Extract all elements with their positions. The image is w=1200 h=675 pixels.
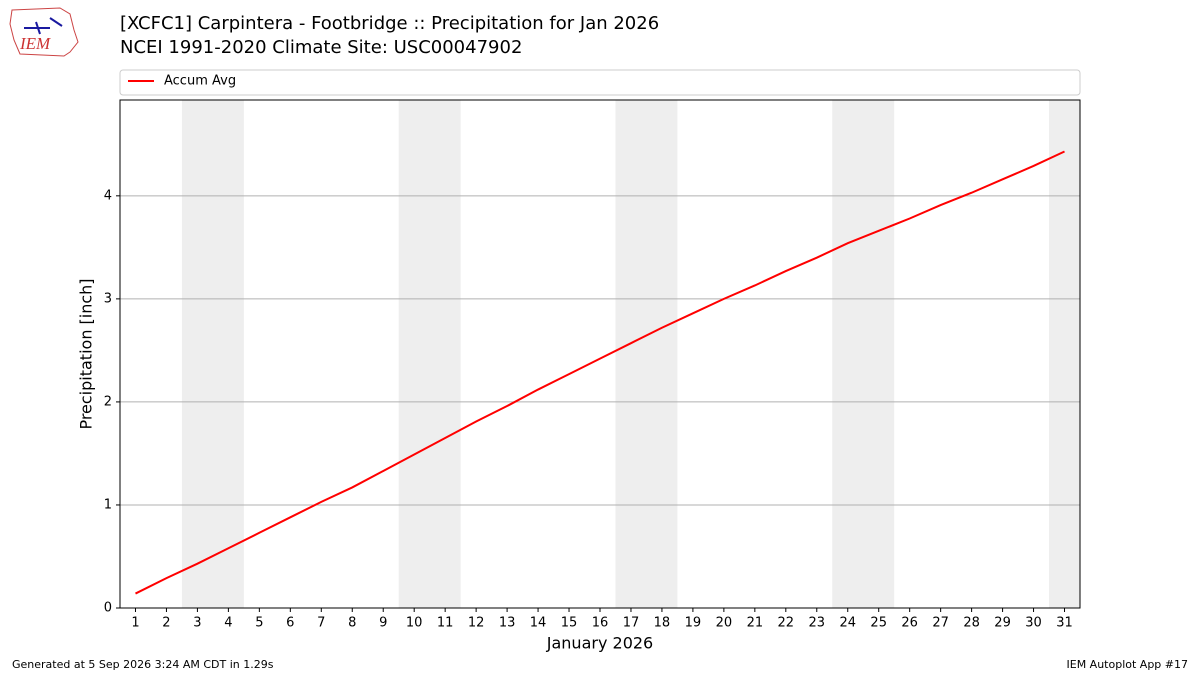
y-tick-label: 1 [104, 497, 112, 512]
x-tick-label: 1 [131, 616, 139, 631]
chart-title: [XCFC1] Carpintera - Footbridge :: Preci… [120, 13, 659, 34]
x-tick-label: 2 [162, 616, 170, 631]
y-axis-label: Precipitation [inch] [77, 278, 96, 429]
weekend-shade [832, 100, 895, 608]
x-tick-label: 19 [685, 616, 702, 631]
x-tick-label: 11 [437, 616, 454, 631]
weekend-shade [615, 100, 678, 608]
chart-subtitle: NCEI 1991-2020 Climate Site: USC00047902 [120, 37, 522, 58]
x-tick-label: 20 [716, 616, 733, 631]
footer-left: Generated at 5 Sep 2026 3:24 AM CDT in 1… [12, 658, 274, 671]
weekend-shade [398, 100, 461, 608]
x-axis-label: January 2026 [546, 634, 653, 653]
x-tick-label: 27 [932, 616, 949, 631]
weekend-shade [1049, 100, 1080, 608]
x-tick-label: 23 [809, 616, 826, 631]
legend-label: Accum Avg [164, 74, 236, 89]
plot-frame [119, 99, 1081, 609]
x-tick-label: 17 [623, 616, 640, 631]
x-tick-label: 29 [994, 616, 1011, 631]
y-tick-label: 3 [104, 291, 112, 306]
x-tick-label: 16 [592, 616, 609, 631]
x-tick-label: 15 [561, 616, 578, 631]
x-tick-label: 30 [1025, 616, 1042, 631]
y-tick-label: 2 [104, 394, 112, 409]
x-tick-label: 10 [406, 616, 423, 631]
logo: IEM [9, 7, 79, 57]
x-tick-label: 14 [530, 616, 547, 631]
x-tick-label: 18 [654, 616, 671, 631]
x-tick-label: 22 [778, 616, 795, 631]
logo-icon [24, 17, 63, 35]
x-tick-label: 7 [317, 616, 325, 631]
x-tick-label: 28 [963, 616, 980, 631]
x-tick-label: 3 [193, 616, 201, 631]
logo-text: IEM [19, 34, 51, 53]
x-tick-label: 4 [224, 616, 232, 631]
x-tick-label: 9 [379, 616, 387, 631]
x-tick-label: 13 [499, 616, 516, 631]
weekend-shade [181, 100, 244, 608]
logo-outline [9, 7, 79, 57]
x-tick-label: 5 [255, 616, 263, 631]
y-tick-label: 4 [104, 188, 112, 203]
x-tick-label: 6 [286, 616, 294, 631]
y-tick-label: 0 [104, 601, 112, 616]
x-tick-label: 25 [870, 616, 887, 631]
x-tick-label: 24 [839, 616, 856, 631]
x-tick-label: 31 [1056, 616, 1073, 631]
x-tick-label: 12 [468, 616, 485, 631]
x-tick-label: 26 [901, 616, 918, 631]
x-tick-label: 21 [747, 616, 764, 631]
x-tick-label: 8 [348, 616, 356, 631]
series-line [135, 150, 1065, 595]
footer-right: IEM Autoplot App #17 [1067, 658, 1189, 671]
legend-box [119, 69, 1081, 96]
